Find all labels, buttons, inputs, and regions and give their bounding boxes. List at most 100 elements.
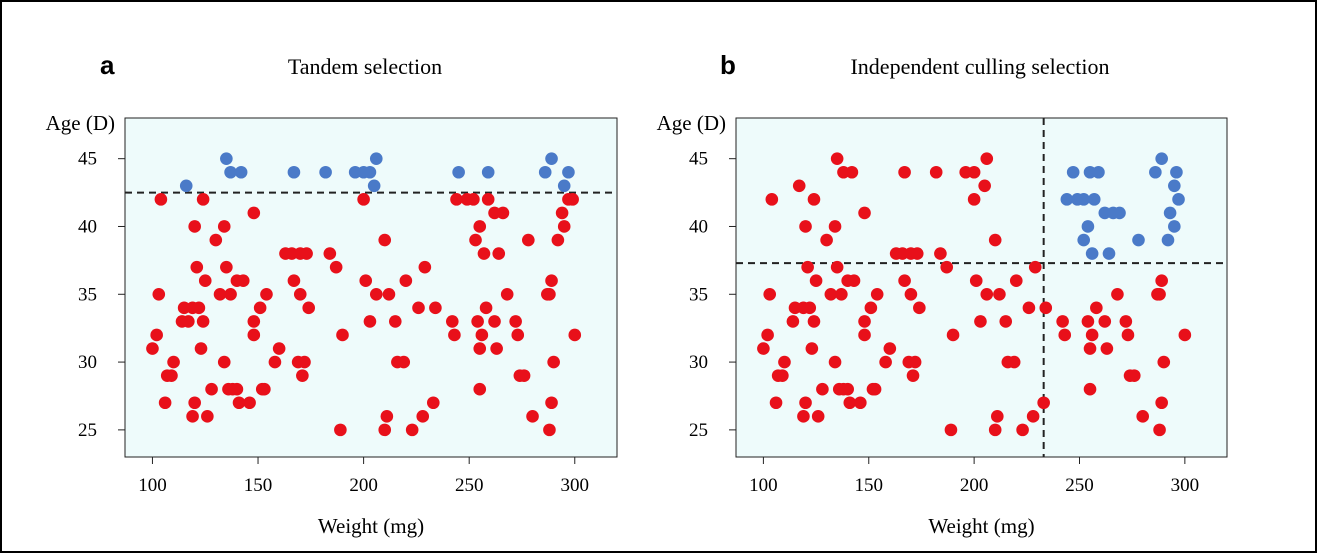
data-point: [1016, 423, 1029, 437]
data-point: [336, 328, 349, 342]
data-point: [1098, 315, 1112, 328]
y-tick-label: 25: [78, 420, 97, 441]
data-point: [196, 193, 210, 206]
x-tick-label: 250: [1065, 475, 1094, 496]
data-point: [991, 410, 1004, 423]
data-point: [452, 165, 465, 179]
data-point: [479, 301, 493, 315]
data-point: [967, 165, 981, 179]
data-point: [426, 396, 440, 410]
data-point: [562, 165, 575, 179]
data-point: [473, 382, 487, 396]
data-point: [974, 315, 987, 328]
data-point: [243, 396, 256, 410]
data-point: [188, 220, 201, 233]
data-point: [236, 274, 250, 288]
data-point: [809, 274, 823, 288]
data-point: [509, 315, 522, 328]
data-point: [946, 328, 960, 342]
data-point: [511, 328, 525, 342]
data-point: [194, 342, 208, 355]
data-point: [1155, 152, 1168, 165]
data-point: [980, 287, 994, 301]
data-point: [150, 328, 163, 342]
data-point: [397, 355, 411, 369]
data-point: [835, 287, 848, 301]
data-point: [807, 315, 821, 328]
data-point: [1102, 247, 1116, 260]
data-point: [369, 287, 383, 301]
data-point: [551, 233, 565, 247]
chart-panel-b: b Independent culling selection Age (D) Wei…: [657, 50, 1228, 538]
data-point: [481, 193, 495, 206]
series-1: [179, 152, 575, 193]
data-point: [287, 274, 301, 288]
data-point: [418, 260, 432, 274]
data-point: [1058, 328, 1072, 342]
data-point: [192, 301, 206, 315]
data-point: [1136, 410, 1150, 423]
data-point: [179, 179, 193, 193]
data-point: [329, 260, 343, 274]
y-tick-label: 40: [689, 216, 708, 237]
data-point: [247, 206, 261, 220]
data-point: [490, 342, 503, 355]
data-point: [196, 315, 210, 328]
data-point: [205, 382, 218, 396]
data-point: [1039, 301, 1053, 315]
data-point: [323, 247, 337, 260]
panel-title: Independent culling selection: [850, 54, 1109, 79]
data-point: [929, 165, 943, 179]
data-point: [910, 247, 924, 260]
data-point: [1022, 301, 1036, 315]
data-point: [488, 315, 501, 328]
data-point: [220, 152, 233, 165]
data-point: [1066, 165, 1080, 179]
data-point: [298, 355, 311, 369]
data-point: [1026, 410, 1040, 423]
data-point: [1161, 233, 1175, 247]
data-point: [847, 274, 861, 288]
data-point: [1168, 220, 1181, 233]
data-point: [845, 165, 859, 179]
data-point: [492, 247, 506, 260]
data-point: [152, 287, 166, 301]
data-point: [1007, 355, 1021, 369]
data-point: [1037, 396, 1050, 410]
series-0: [757, 152, 1192, 437]
x-tick-label: 200: [349, 475, 378, 496]
data-point: [761, 328, 774, 342]
y-axis-label: Age (D): [657, 111, 726, 135]
data-point: [811, 410, 825, 423]
x-tick-label: 300: [1171, 475, 1200, 496]
data-point: [799, 396, 812, 410]
data-point: [467, 193, 480, 206]
data-point: [538, 165, 552, 179]
data-point: [1087, 193, 1101, 206]
plot-area: [735, 117, 1228, 458]
data-point: [797, 410, 810, 423]
x-tick-label: 150: [855, 475, 884, 496]
data-point: [405, 423, 419, 437]
data-point: [300, 247, 313, 260]
data-point: [547, 355, 560, 369]
data-point: [988, 423, 1002, 437]
data-point: [993, 287, 1006, 301]
y-tick-label: 30: [78, 352, 97, 373]
data-point: [1157, 355, 1171, 369]
data-point: [980, 152, 994, 165]
series-1: [1060, 152, 1185, 260]
data-point: [824, 287, 838, 301]
data-point: [944, 423, 958, 437]
data-point: [1009, 274, 1023, 288]
data-point: [1090, 301, 1103, 315]
data-point: [334, 423, 347, 437]
data-point: [382, 287, 396, 301]
data-point: [272, 342, 286, 355]
data-point: [209, 233, 223, 247]
data-point: [158, 396, 172, 410]
x-tick-label: 150: [244, 475, 273, 496]
data-point: [201, 410, 214, 423]
data-point: [904, 287, 918, 301]
